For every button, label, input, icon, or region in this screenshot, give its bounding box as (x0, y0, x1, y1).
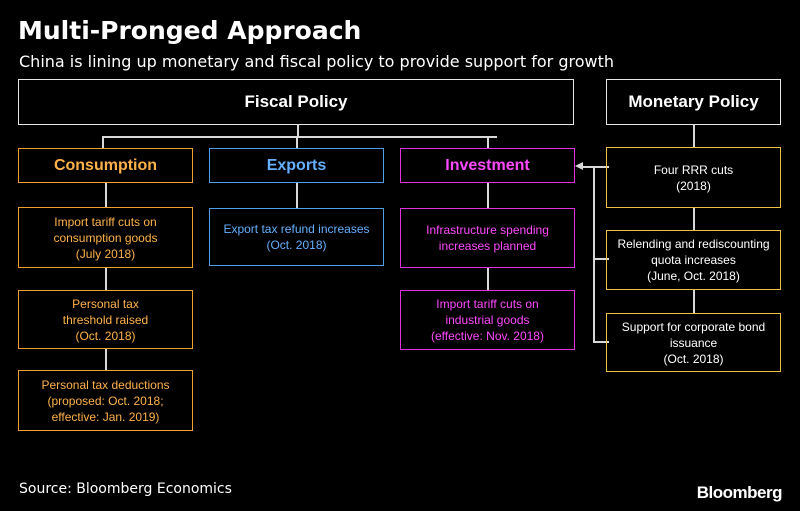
connector-to-investment (487, 136, 489, 148)
monetary-policy-box: Monetary Policy (606, 79, 781, 125)
investment-item: Import tariff cuts on industrial goods (… (400, 290, 575, 350)
connector-monetary-1 (693, 208, 695, 230)
connector-fiscal-down (297, 124, 299, 136)
consumption-item-line: Personal tax deductions (41, 377, 170, 392)
connector-investment-1 (487, 183, 489, 208)
connector-monetary-item2 (593, 258, 609, 260)
connector-investment-2 (487, 268, 489, 290)
investment-box: Investment (400, 148, 575, 183)
monetary-item: Relending and rediscounting quota increa… (606, 230, 781, 290)
chart-title: Multi-Pronged Approach (18, 16, 362, 45)
connector-monetary-item1 (593, 166, 609, 168)
consumption-item-line: threshold raised (62, 312, 149, 327)
investment-item-line: (effective: Nov. 2018) (431, 329, 544, 343)
connector-consumption-1 (105, 183, 107, 207)
arrow-head-icon (575, 162, 583, 170)
connector-monetary-vertical (593, 166, 595, 342)
connector-monetary-2 (693, 290, 695, 313)
connector-exports-1 (296, 183, 298, 208)
monetary-item-line: Support for corporate bond (621, 319, 766, 334)
monetary-item-line: Relending and rediscounting (617, 237, 770, 251)
connector-consumption-3 (105, 349, 107, 370)
consumption-item-line: Import tariff cuts on (54, 214, 157, 229)
fiscal-policy-label: Fiscal Policy (244, 92, 348, 111)
exports-item-line: (Oct. 2018) (266, 238, 327, 252)
investment-item: Infrastructure spending increases planne… (400, 208, 575, 268)
connector-to-consumption (102, 136, 104, 148)
exports-box: Exports (209, 148, 384, 183)
monetary-item-line: (June, Oct. 2018) (647, 269, 740, 283)
consumption-item-line: Personal tax (72, 296, 139, 311)
monetary-item-line: issuance (669, 335, 718, 350)
connector-arrow-shaft (582, 166, 594, 168)
consumption-item-line: (July 2018) (75, 246, 136, 261)
bloomberg-logo: Bloomberg (696, 483, 783, 502)
connector-monetary-item3 (593, 341, 609, 343)
monetary-item-line: Four RRR cuts (653, 162, 734, 177)
consumption-label: Consumption (53, 156, 158, 174)
investment-item-line: increases planned (438, 239, 537, 253)
exports-label: Exports (266, 156, 327, 174)
exports-item-line: Export tax refund increases (223, 222, 370, 236)
exports-item: Export tax refund increases (Oct. 2018) (209, 208, 384, 266)
consumption-item: Import tariff cuts on consumption goods … (18, 207, 193, 268)
consumption-box: Consumption (18, 148, 193, 183)
investment-label: Investment (445, 156, 530, 174)
connector-monetary-down (693, 125, 695, 147)
fiscal-policy-box: Fiscal Policy (18, 79, 574, 125)
consumption-item: Personal tax deductions (proposed: Oct. … (18, 370, 193, 431)
connector-fiscal-horizontal (102, 136, 497, 138)
monetary-policy-label: Monetary Policy (628, 92, 759, 111)
consumption-item-line: effective: Jan. 2019) (51, 409, 160, 424)
consumption-item-line: (Oct. 2018) (75, 328, 136, 343)
investment-item-line: Import tariff cuts on (436, 297, 539, 311)
source-note: Source: Bloomberg Economics (19, 481, 232, 497)
connector-consumption-2 (105, 268, 107, 290)
investment-item-line: industrial goods (445, 313, 530, 327)
chart-subtitle: China is lining up monetary and fiscal p… (19, 52, 614, 71)
connector-to-exports (296, 136, 298, 148)
consumption-item-line: (proposed: Oct. 2018; (47, 393, 164, 408)
consumption-item: Personal tax threshold raised (Oct. 2018… (18, 290, 193, 349)
monetary-item: Four RRR cuts (2018) (606, 147, 781, 208)
monetary-item-line: (Oct. 2018) (663, 351, 724, 366)
monetary-item: Support for corporate bond issuance (Oct… (606, 313, 781, 372)
investment-item-line: Infrastructure spending (426, 223, 549, 237)
consumption-item-line: consumption goods (53, 230, 158, 245)
monetary-item-line: (2018) (676, 178, 711, 193)
monetary-item-line: quota increases (651, 253, 736, 267)
